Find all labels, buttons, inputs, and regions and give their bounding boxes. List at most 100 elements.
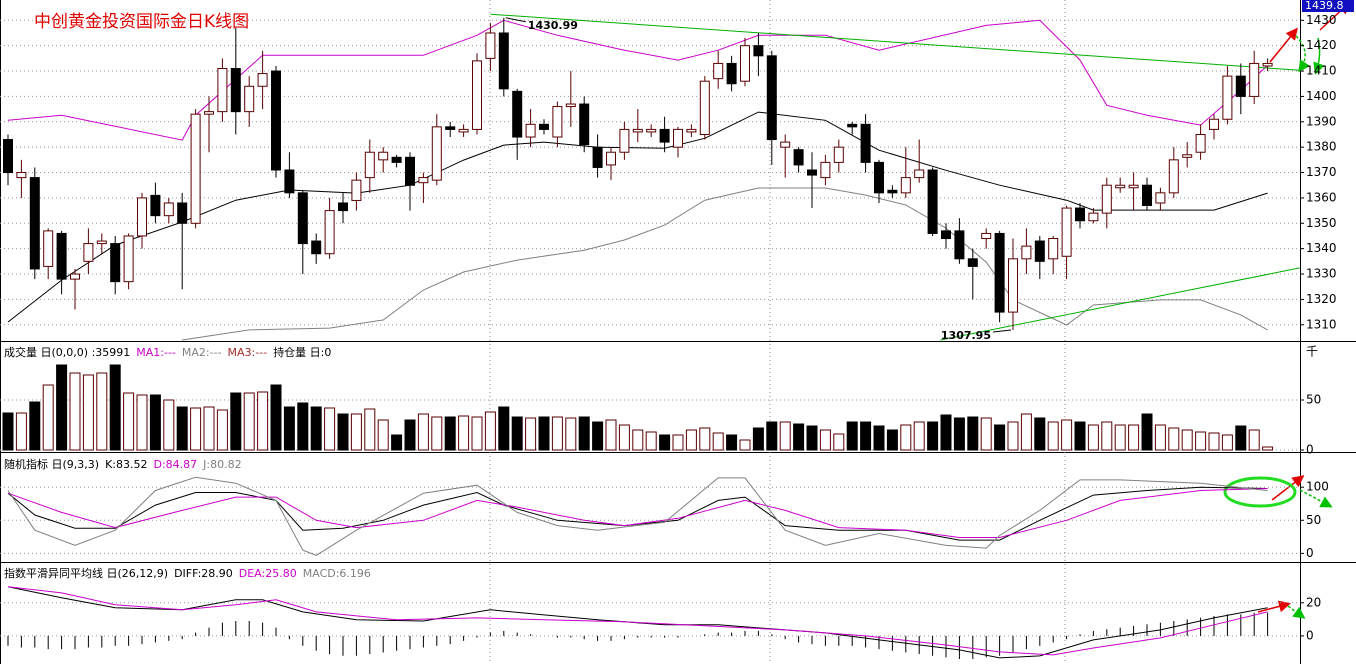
header-item: MA2:--- [181, 346, 222, 359]
candle-body [217, 68, 228, 113]
candle-body [887, 189, 898, 194]
candle-body [96, 240, 107, 245]
y-tick-label: 0 [1306, 546, 1314, 560]
candle-body [860, 123, 871, 163]
candle-body [659, 128, 670, 143]
trend-line [940, 267, 1300, 341]
candle-body [1115, 184, 1126, 189]
candle-body [525, 123, 536, 138]
candle-body [539, 123, 549, 130]
volume-bar [123, 392, 135, 451]
price-annotation: 1430.99 [528, 19, 578, 32]
candle-body [1182, 154, 1193, 158]
indicator-line [7, 111, 1268, 323]
volume-bar [431, 416, 443, 451]
candle-body [1155, 192, 1166, 204]
candle-body [204, 111, 214, 115]
candle-body [699, 80, 710, 135]
volume-bar [525, 417, 537, 451]
annotation-leader [505, 17, 526, 23]
candle-body [847, 123, 858, 128]
volume-bar [1181, 429, 1193, 451]
candle-body [512, 90, 523, 138]
candle-body [1195, 133, 1206, 153]
volume-bar [779, 421, 791, 451]
volume-bar [364, 408, 376, 451]
y-tick-label: 1390 [1306, 114, 1337, 128]
candle-body [431, 126, 442, 181]
price-annotation: 1307.95 [941, 329, 991, 342]
volume-bar [350, 413, 362, 451]
indicator-line [182, 187, 1268, 341]
y-tick-label: 1320 [1306, 292, 1337, 306]
last-price: 1439.8 [1305, 0, 1344, 12]
volume-bar [190, 407, 202, 451]
volume-bar [1208, 432, 1220, 451]
volume-bar [1114, 424, 1126, 451]
header-item: MA3:--- [227, 346, 268, 359]
candle-body [150, 194, 161, 217]
volume-bar [712, 432, 724, 451]
y-tick-label: 1310 [1306, 317, 1337, 331]
volume-bar [297, 402, 309, 451]
panel-header: 成交量 日(0,0,0) :35991 MA1:--- MA2:--- MA3:---… [4, 344, 337, 360]
y-tick-label: 50 [1306, 393, 1321, 407]
volume-bar [860, 421, 872, 451]
last-price-box [1302, 0, 1354, 12]
volume-bar [377, 419, 389, 451]
candle-body [1034, 240, 1045, 262]
volume-bar [900, 424, 912, 451]
volume-bar [444, 416, 456, 451]
volume-bar [1020, 413, 1032, 451]
candle-body [56, 232, 67, 280]
candle-body [1222, 75, 1233, 120]
candle-body [324, 210, 335, 255]
candle-body [713, 62, 724, 80]
volume-bar [766, 421, 778, 451]
volume-bar [29, 401, 41, 451]
candle-body [16, 172, 27, 179]
volume-bar [471, 416, 483, 451]
volume-bar [752, 427, 764, 451]
candle-body [807, 169, 817, 176]
candle-body [137, 197, 147, 237]
volume-bar [56, 364, 68, 451]
candle-body [914, 169, 925, 179]
volume-bar [1007, 421, 1019, 451]
y-tick-label: 100 [1306, 480, 1329, 494]
candle-body [445, 126, 456, 130]
candle-body [391, 156, 402, 163]
candle-body [123, 235, 134, 283]
candle-body [740, 45, 750, 82]
volume-bar [82, 374, 94, 451]
header-item: D:84.87 [153, 458, 198, 471]
volume-bar [565, 417, 577, 451]
volume-bar [1034, 417, 1046, 451]
candle-body [338, 202, 348, 212]
candle-body [458, 128, 469, 133]
volume-bar [176, 406, 188, 451]
volume-bar [1221, 434, 1233, 451]
volume-bar [283, 406, 295, 451]
y-tick-label: 1360 [1306, 190, 1337, 204]
candle-body [190, 113, 201, 224]
volume-bar [913, 421, 925, 451]
candle-body [874, 161, 884, 194]
volume-bar [498, 406, 510, 451]
panel-header: 随机指标 日(9,3,3) K:83.52 D:84.87 J:80.82 [4, 456, 248, 472]
candle-body [1075, 207, 1085, 222]
volume-bar [1235, 425, 1247, 451]
volume-bar [69, 372, 81, 451]
candle-body [766, 55, 777, 141]
volume-bar [337, 413, 349, 451]
volume-bar [967, 416, 979, 451]
volume-bar [659, 434, 671, 451]
y-tick-label: 1400 [1306, 89, 1337, 103]
volume-bar [1128, 424, 1140, 451]
volume-bar [1168, 427, 1180, 451]
candle-body [230, 68, 241, 113]
volume-bar [257, 391, 269, 451]
candle-body [1008, 258, 1018, 313]
candle-body [820, 161, 831, 179]
candle-body [606, 151, 616, 166]
